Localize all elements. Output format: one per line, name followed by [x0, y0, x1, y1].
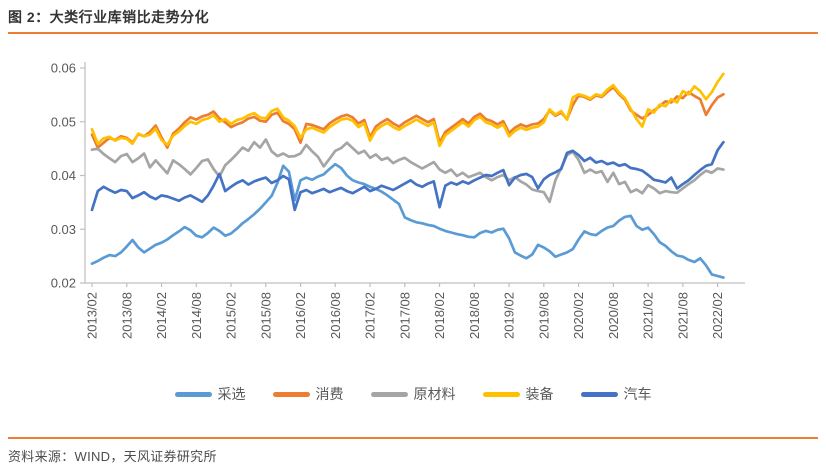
svg-text:2017/02: 2017/02 — [363, 292, 378, 339]
footer-divider-rule — [8, 437, 818, 439]
svg-text:2014/08: 2014/08 — [189, 292, 204, 339]
svg-text:2014/02: 2014/02 — [154, 292, 169, 339]
svg-text:2016/08: 2016/08 — [328, 292, 343, 339]
legend-label: 汽车 — [623, 386, 652, 402]
legend-item-汽车: 汽车 — [580, 384, 652, 404]
svg-text:2020/02: 2020/02 — [571, 292, 586, 339]
svg-text:2018/02: 2018/02 — [432, 292, 447, 339]
source-note: 资料来源：WIND，天风证券研究所 — [8, 449, 217, 464]
svg-text:2022/02: 2022/02 — [710, 292, 725, 339]
legend-swatch — [174, 391, 212, 397]
figure-title: 图 2：大类行业库销比走势分化 — [8, 9, 210, 25]
svg-text:0.03: 0.03 — [51, 222, 76, 237]
legend-label: 消费 — [315, 386, 344, 402]
svg-text:2017/08: 2017/08 — [397, 292, 412, 339]
svg-text:2018/08: 2018/08 — [467, 292, 482, 339]
legend-swatch — [370, 391, 408, 397]
legend-label: 原材料 — [413, 386, 456, 402]
legend: 采选 消费 原材料 装备 汽车 — [0, 384, 826, 404]
legend-item-消费: 消费 — [272, 384, 344, 404]
legend-item-原材料: 原材料 — [370, 384, 456, 404]
svg-text:2021/02: 2021/02 — [641, 292, 656, 339]
svg-text:0.05: 0.05 — [51, 114, 76, 129]
legend-swatch — [482, 391, 520, 397]
svg-text:2021/08: 2021/08 — [675, 292, 690, 339]
svg-text:2019/02: 2019/02 — [502, 292, 517, 339]
svg-text:2015/08: 2015/08 — [258, 292, 273, 339]
svg-text:2015/02: 2015/02 — [224, 292, 239, 339]
svg-text:0.04: 0.04 — [51, 168, 76, 183]
legend-item-装备: 装备 — [482, 384, 554, 404]
legend-swatch — [272, 391, 310, 397]
legend-label: 采选 — [217, 386, 246, 402]
legend-label: 装备 — [525, 386, 554, 402]
legend-swatch — [580, 391, 618, 397]
legend-item-采选: 采选 — [174, 384, 246, 404]
svg-text:2016/02: 2016/02 — [293, 292, 308, 339]
title-divider-rule — [8, 32, 818, 34]
svg-text:2013/02: 2013/02 — [85, 292, 100, 339]
svg-text:2019/08: 2019/08 — [536, 292, 551, 339]
line-chart: 0.02 0.03 0.04 0.05 0.06 2013/02 2013/08 2014/0… — [51, 61, 745, 339]
svg-text:2020/08: 2020/08 — [606, 292, 621, 339]
svg-text:0.02: 0.02 — [51, 276, 76, 291]
chart-area: 0.02 0.03 0.04 0.05 0.06 2013/02 2013/08 2014/0… — [0, 48, 826, 360]
svg-text:0.06: 0.06 — [51, 61, 76, 76]
svg-text:2013/08: 2013/08 — [119, 292, 134, 339]
